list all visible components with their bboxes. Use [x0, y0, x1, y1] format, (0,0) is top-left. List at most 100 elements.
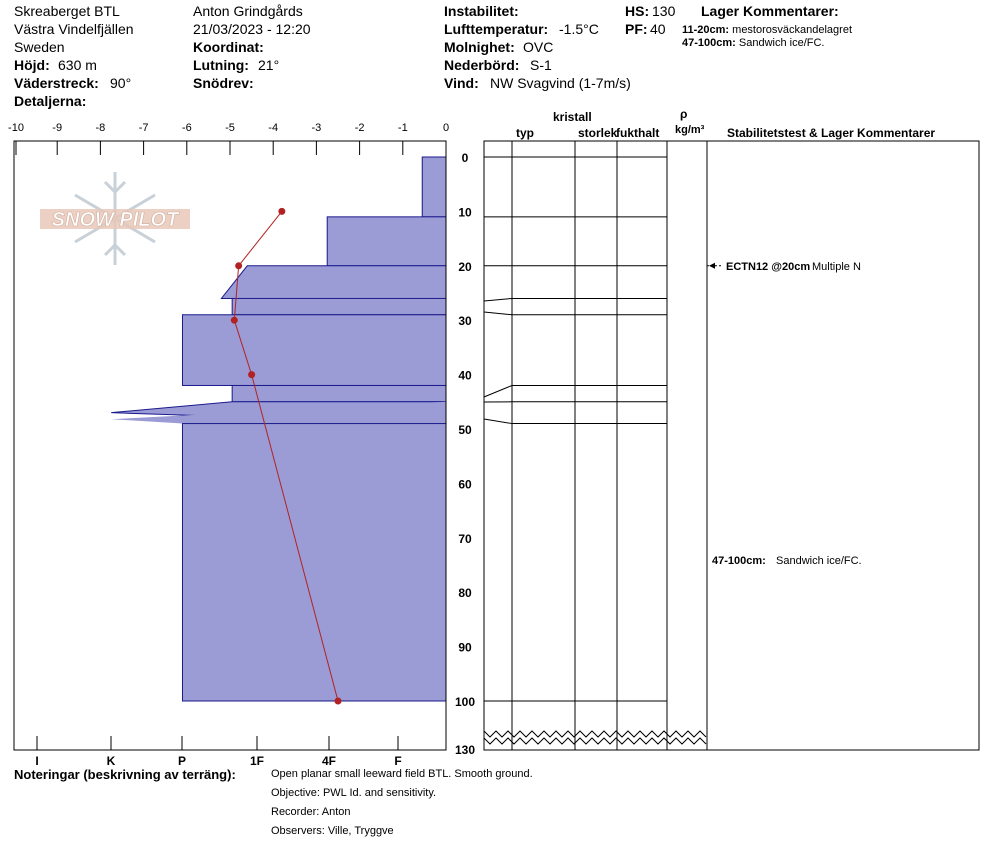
size-header: storlek — [578, 126, 618, 140]
notes-line-2: Objective: PWL Id. and sensitivity. — [271, 787, 437, 799]
instability-label: Instabilitet: — [444, 3, 519, 19]
stability-title: Stabilitetstest & Lager Kommentarer — [727, 126, 936, 140]
hs-value: 130 — [652, 3, 676, 19]
temperature-point-1 — [278, 207, 286, 215]
observation-datetime: 21/03/2023 - 12:20 — [193, 21, 311, 37]
depth-break-marks — [483, 730, 707, 745]
hardness-tick-label-0: I — [35, 754, 38, 768]
hardness-tick-label-2: P — [178, 754, 186, 768]
moisture-header: fukthalt — [616, 126, 660, 140]
temperature-point-5 — [334, 697, 342, 705]
break-zigzag-1 — [483, 730, 707, 738]
depth-tick-label-10: 100 — [455, 695, 475, 709]
layer-note-text-1: Sandwich ice/FC. — [776, 555, 862, 567]
notes-label: Noteringar (beskrivning av terräng): — [14, 767, 236, 782]
temp-tick-label-8: -2 — [355, 122, 365, 134]
right-table-frame — [483, 140, 980, 751]
slope-label: Lutning: — [193, 57, 249, 73]
pf-value: 40 — [650, 21, 666, 37]
depth-bottom-label: 130 — [455, 743, 475, 757]
logo-text: SNOW PILOT — [52, 209, 180, 231]
drift-label: Snödrev: — [193, 75, 254, 91]
stability-annotations: ECTN12 @20cm Multiple N 47-100cm: Sandwich … — [707, 261, 862, 567]
layer-comment-2: 47-100cm: Sandwich ice/FC. — [682, 37, 824, 49]
depth-tick-label-9: 90 — [458, 641, 472, 655]
depth-tick-label-7: 70 — [458, 532, 472, 546]
airtemp-value: -1.5°C — [559, 21, 599, 37]
wind-value: NW Svagvind (1-7m/s) — [490, 75, 631, 91]
stability-test-arrow-1 — [709, 262, 715, 269]
temp-tick-label-7: -3 — [312, 122, 322, 134]
snowpilot-logo: SNOW PILOT — [40, 172, 190, 265]
stability-test-result-1: Multiple N — [812, 261, 861, 273]
precip-label: Nederbörd: — [444, 57, 520, 73]
hardness-layer-4 — [231, 297, 447, 316]
temperature-axis: -10 -9 -8 -7 -6 -5 -4 -3 -2 -1 0 — [8, 122, 449, 155]
temp-tick-label-0: -10 — [8, 122, 24, 134]
hardness-layer-8 — [181, 423, 447, 702]
depth-tick-label-3: 30 — [458, 314, 472, 328]
pf-label: PF: — [625, 21, 648, 37]
details-label: Detaljerna: — [14, 93, 87, 109]
temperature-point-3 — [230, 316, 238, 324]
density-unit-header: kg/m³ — [675, 124, 705, 136]
elevation-label: Höjd: — [14, 57, 50, 73]
hardness-layer-7-fill — [111, 401, 446, 424]
crystal-table — [483, 140, 980, 751]
hs-label: HS: — [625, 3, 650, 19]
layer-comment-1-text: mestorosväckandelagret — [732, 24, 852, 36]
wind-label: Vind: — [444, 75, 479, 91]
temp-tick-label-9: -1 — [398, 122, 408, 134]
layer-comment-1: 11-20cm: mestorosväckandelagret — [682, 24, 852, 36]
notes-line-4: Observers: Ville, Tryggve — [271, 825, 394, 837]
slope-value: 21° — [258, 57, 280, 73]
cloud-label: Molnighet: — [444, 39, 515, 55]
temp-tick-label-6: -4 — [268, 122, 278, 134]
crystal-header: kristall — [553, 110, 592, 124]
layer-comments-title: Lager Kommentarer: — [701, 3, 839, 19]
layer-comment-2-range: 47-100cm: — [682, 37, 736, 49]
temperature-point-2 — [235, 262, 243, 270]
depth-tick-label-4: 40 — [458, 369, 472, 383]
notes-line-1: Open planar small leeward field BTL. Smo… — [271, 768, 533, 780]
depth-tick-label-8: 80 — [458, 586, 472, 600]
temp-tick-label-10: 0 — [443, 122, 449, 134]
rho-header: ρ — [680, 107, 688, 121]
hardness-layer-1 — [421, 156, 447, 218]
hardness-layer-2 — [326, 216, 447, 267]
layer-comment-2-text: Sandwich ice/FC. — [738, 37, 825, 49]
boundary-connector-5 — [483, 385, 513, 398]
temp-tick-label-3: -7 — [139, 122, 149, 134]
hardness-tick-label-3: 1F — [250, 754, 264, 768]
depth-tick-label-6: 60 — [458, 477, 472, 491]
layer-note-range-1: 47-100cm: — [712, 555, 766, 567]
boundary-connector-3 — [483, 297, 513, 302]
hardness-profile — [111, 156, 447, 702]
aspect-label: Väderstreck: — [14, 75, 99, 91]
temp-tick-label-2: -8 — [96, 122, 106, 134]
depth-tick-label-0: 0 — [462, 151, 469, 165]
country-name: Sweden — [14, 39, 65, 55]
depth-axis: 0 10 20 30 40 50 60 70 80 90 100 130 — [455, 151, 475, 757]
depth-tick-label-1: 10 — [458, 205, 472, 219]
hardness-tick-label-4: 4F — [322, 754, 336, 768]
observer-name: Anton Grindgårds — [193, 3, 303, 19]
location-name: Skreaberget BTL — [14, 3, 120, 19]
layer-comment-1-range: 11-20cm: — [682, 24, 730, 36]
airtemp-label: Lufttemperatur: — [444, 21, 549, 37]
hardness-layer-5 — [181, 314, 447, 386]
temperature-point-4 — [248, 371, 256, 379]
temperature-profile — [230, 207, 342, 705]
boundary-connector-7 — [483, 418, 513, 425]
precip-value: S-1 — [530, 57, 552, 73]
elevation-value: 630 m — [58, 57, 97, 73]
hardness-tick-label-1: K — [107, 754, 116, 768]
hardness-axis: I K P 1F 4F F — [35, 736, 402, 768]
notes-line-3: Recorder: Anton — [271, 806, 351, 818]
temp-tick-label-1: -9 — [52, 122, 62, 134]
break-zigzag-2 — [483, 737, 707, 745]
depth-tick-label-2: 20 — [458, 260, 472, 274]
hardness-layer-3 — [220, 265, 447, 299]
depth-tick-label-5: 50 — [458, 423, 472, 437]
